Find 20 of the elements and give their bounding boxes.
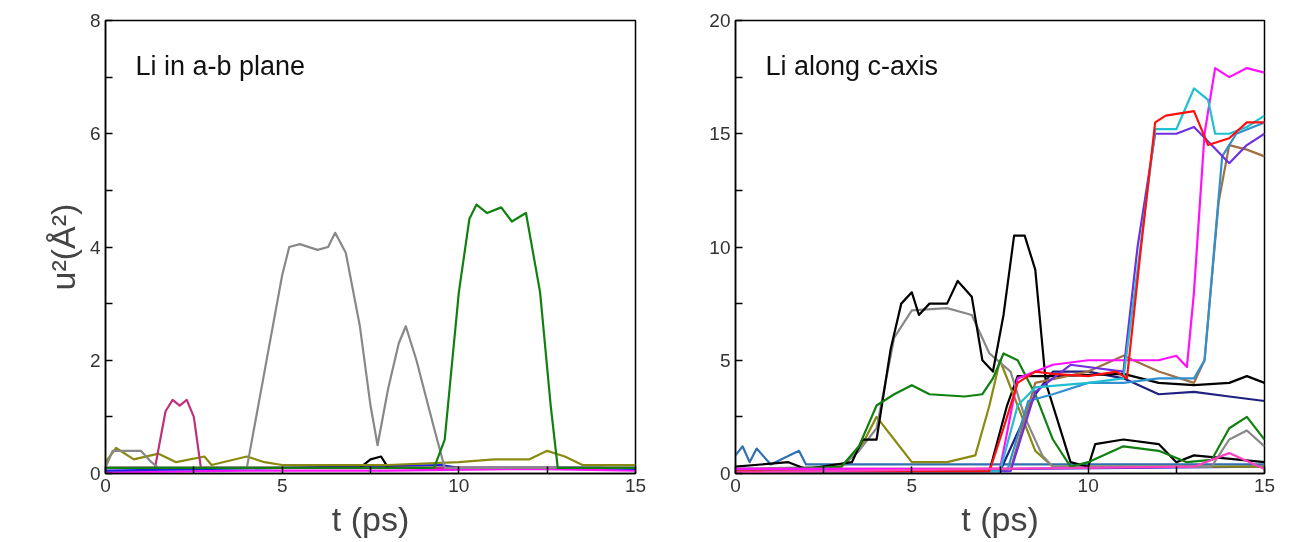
y-tick-label: 10 [709,236,731,258]
x-tick-label: 10 [448,474,470,496]
x-tick-label: 10 [1077,474,1099,496]
y-tick-label: 8 [89,10,101,31]
x-tick-label: 15 [1253,474,1276,496]
x-axis-title: t (ps) [961,499,1039,538]
x-tick-label: 5 [276,474,288,496]
x-axis-title: t (ps) [331,499,410,538]
x-tick-label: 15 [624,474,647,496]
y-tick-label: 2 [89,349,101,371]
y-tick-label: 5 [719,349,731,371]
annotation: Li along c-axis [765,50,939,81]
y-tick-label: 15 [709,123,731,145]
y-axis-title: u²(Å²) [43,203,82,291]
x-tick-label: 5 [906,474,918,496]
y-tick-label: 4 [89,236,101,258]
y-tick-label: 6 [89,123,101,145]
line-series [735,445,1265,466]
annotation: Li in a-b plane [135,50,306,81]
y-tick-label: 20 [709,10,731,31]
